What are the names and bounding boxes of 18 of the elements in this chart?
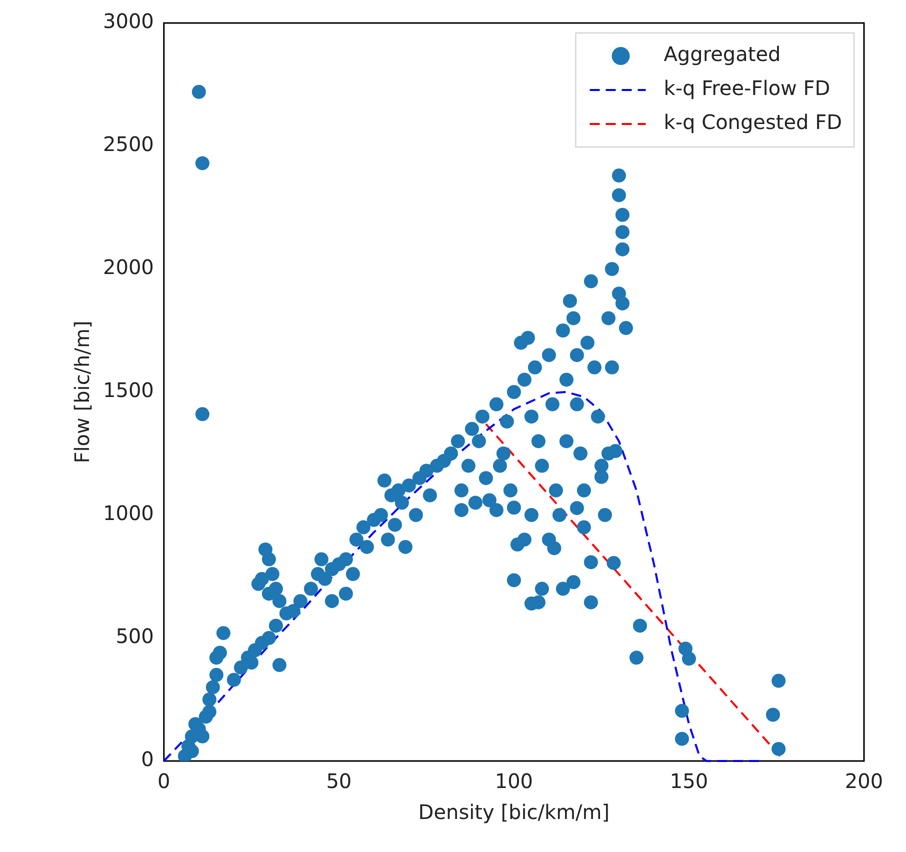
x-tick-label: 50 <box>326 769 352 794</box>
x-tick-label: 100 <box>494 769 534 794</box>
legend-label: Aggregated <box>664 42 781 66</box>
y-tick-label: 2000 <box>102 255 154 280</box>
legend-label: k-q Free-Flow FD <box>664 76 830 100</box>
y-axis-title: Flow [bic/h/m] <box>70 320 94 464</box>
x-tick-label: 150 <box>670 769 708 794</box>
x-axis-title: Density [bic/km/m] <box>418 800 610 824</box>
legend-label: k-q Congested FD <box>664 110 842 134</box>
y-tick-label: 500 <box>116 624 154 648</box>
y-tick-label: 0 <box>141 747 154 772</box>
x-tick-label: 200 <box>844 769 884 794</box>
x-tick-label: 0 <box>158 769 170 794</box>
y-tick-label: 3000 <box>102 9 154 34</box>
line-series <box>162 391 760 762</box>
y-tick-label: 1000 <box>102 501 154 526</box>
y-tick-label: 1500 <box>102 378 154 402</box>
y-tick-label: 2500 <box>102 132 154 156</box>
